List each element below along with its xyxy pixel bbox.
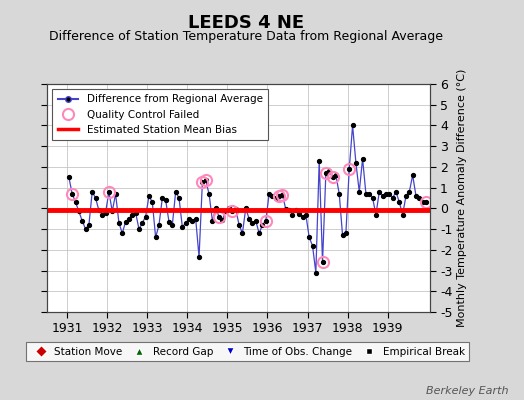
- Legend: Difference from Regional Average, Quality Control Failed, Estimated Station Mean: Difference from Regional Average, Qualit…: [52, 89, 268, 140]
- Text: LEEDS 4 NE: LEEDS 4 NE: [188, 14, 304, 32]
- Y-axis label: Monthly Temperature Anomaly Difference (°C): Monthly Temperature Anomaly Difference (…: [457, 69, 467, 327]
- Text: Berkeley Earth: Berkeley Earth: [426, 386, 508, 396]
- Legend: Station Move, Record Gap, Time of Obs. Change, Empirical Break: Station Move, Record Gap, Time of Obs. C…: [26, 342, 469, 361]
- Text: Difference of Station Temperature Data from Regional Average: Difference of Station Temperature Data f…: [49, 30, 443, 43]
